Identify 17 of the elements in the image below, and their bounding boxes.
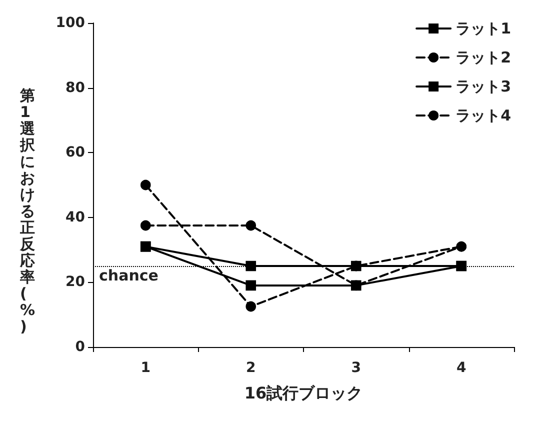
x-tick-label: 3 [351, 360, 361, 376]
y-tick-label: 80 [66, 80, 86, 96]
legend-label: ラット4 [456, 106, 511, 124]
x-tick-label: 2 [246, 360, 256, 376]
y-tick-label: 0 [75, 339, 86, 355]
text: 第1選択における正反応率(%) [20, 86, 36, 336]
x-tick-label: 4 [456, 360, 466, 376]
y-tick-label: 60 [66, 144, 86, 161]
y-tick-label: 20 [66, 274, 86, 290]
legend-label: ラット2 [456, 48, 511, 66]
y-tick-label: 100 [56, 15, 86, 31]
x-tick-label: 1 [140, 360, 150, 376]
ref-line-label: chance [99, 266, 158, 284]
legend-label: ラット3 [456, 78, 511, 96]
legend-label: ラット1 [456, 20, 511, 38]
x-axis-title: 16試行ブロック [244, 384, 363, 402]
y-tick-label: 40 [66, 209, 86, 226]
